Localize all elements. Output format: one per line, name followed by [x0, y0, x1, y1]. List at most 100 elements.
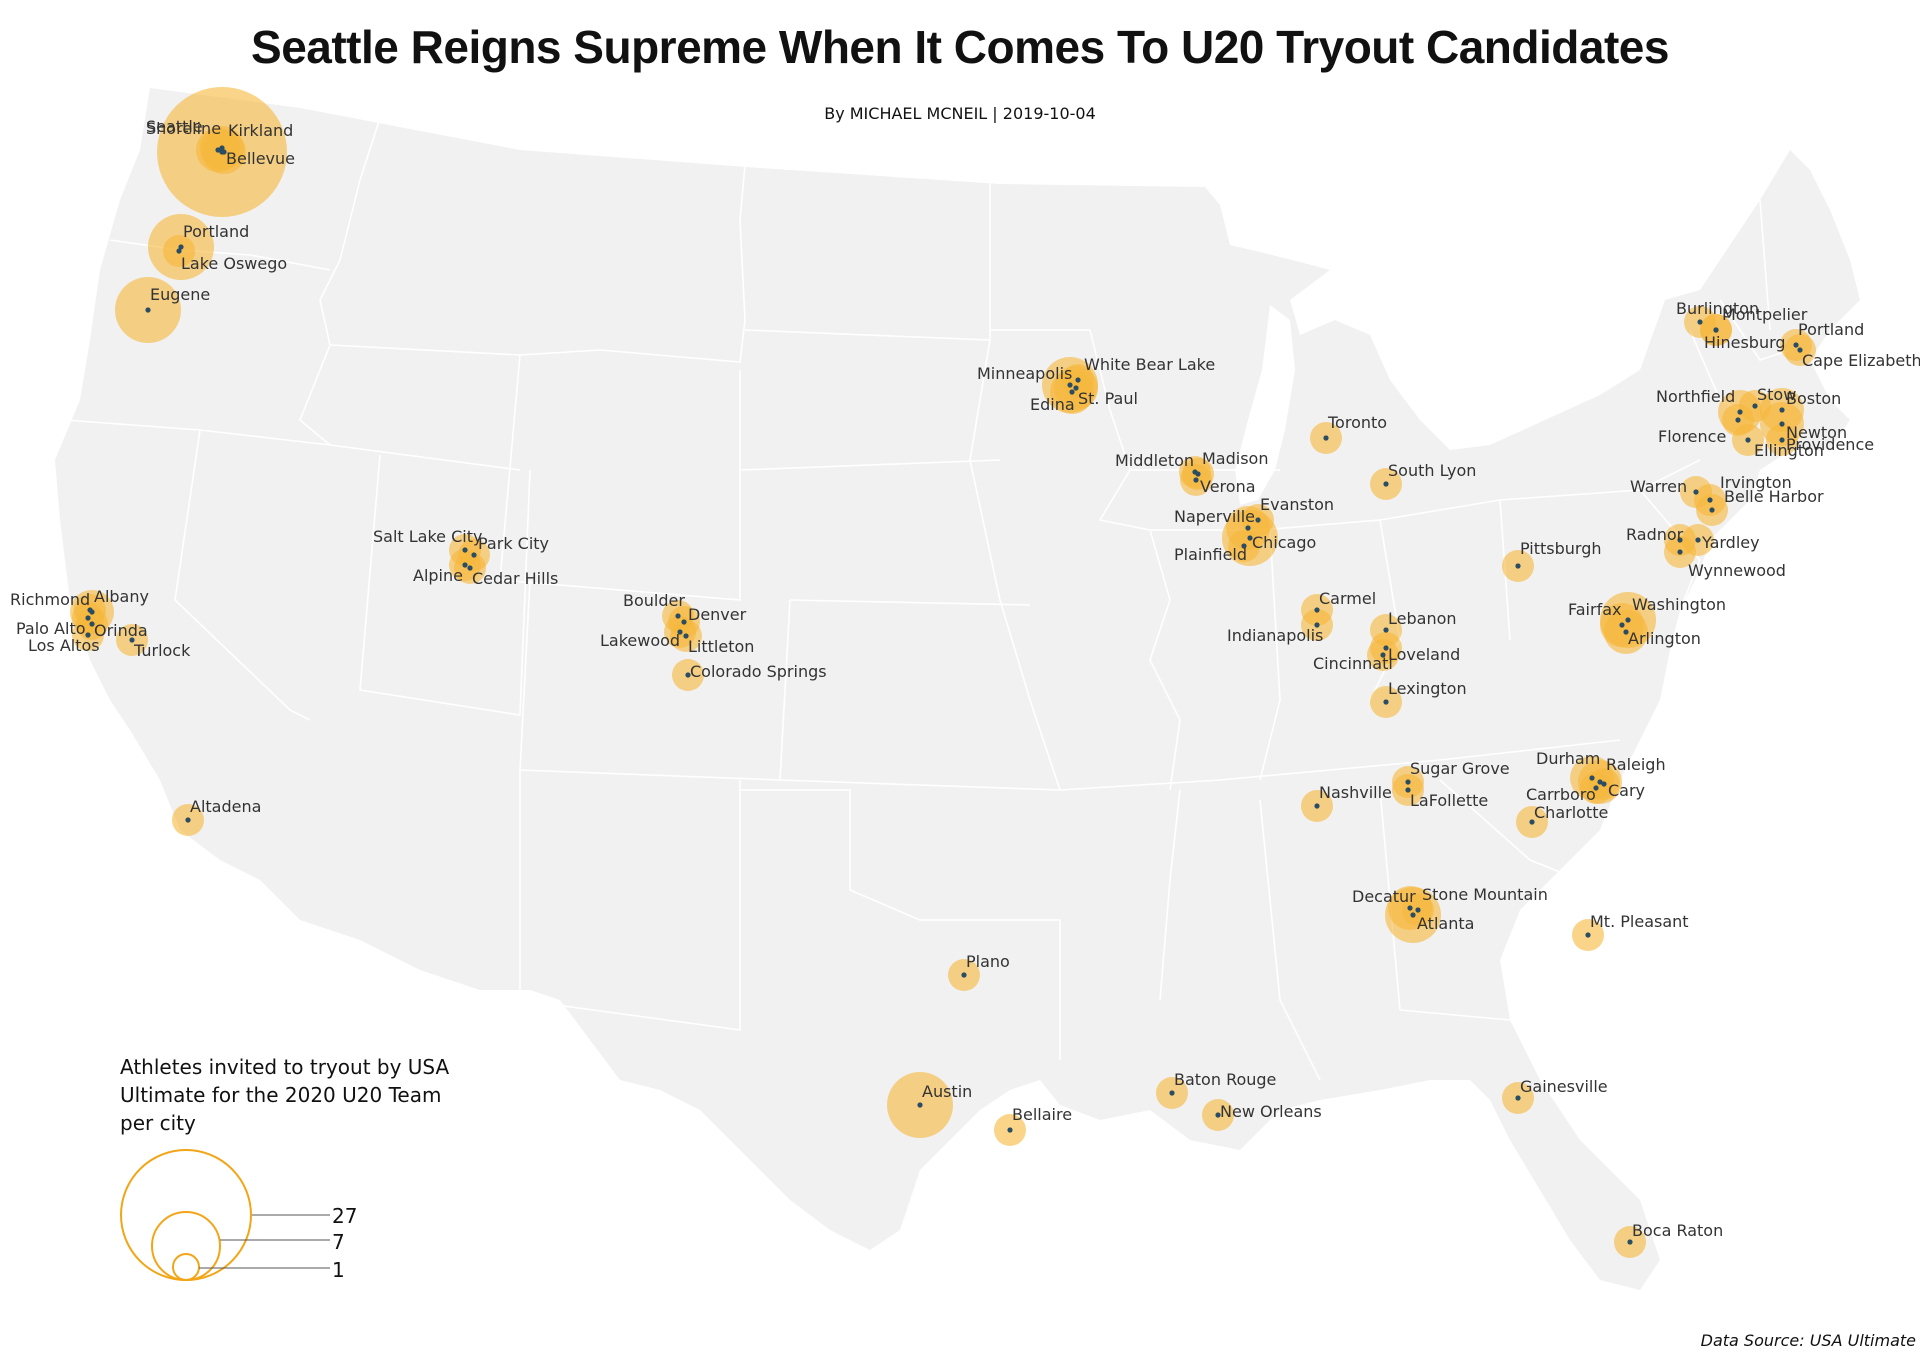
legend-value-7: 7	[332, 1230, 345, 1254]
label-atlanta-53: Atlanta	[1417, 914, 1474, 933]
label-ellington-82: Ellington	[1754, 441, 1824, 460]
label-lake-oswego-5: Lake Oswego	[181, 254, 287, 273]
label-eugene-6: Eugene	[150, 285, 210, 304]
dot-minneapolis-23	[1067, 382, 1073, 388]
dot-naperville-30	[1245, 525, 1251, 531]
dot-lakewood-20	[677, 629, 683, 635]
label-plainfield-33: Plainfield	[1174, 545, 1247, 564]
dot-atlanta-53	[1410, 912, 1416, 918]
label-lafollette-45: LaFollette	[1410, 791, 1488, 810]
dot-bellevue-3	[221, 149, 227, 155]
border-plains-east	[969, 180, 1061, 791]
label-altadena-13: Altadena	[190, 797, 261, 816]
dot-layer	[85, 145, 1803, 1245]
dot-lexington-41	[1383, 699, 1389, 705]
dot-south-lyon-35	[1383, 481, 1389, 487]
label-lakewood-20: Lakewood	[600, 631, 680, 650]
dot-los-altos-11	[85, 632, 91, 638]
dot-indianapolis-37	[1314, 622, 1320, 628]
label-turlock-12: Turlock	[133, 641, 191, 660]
label-yardley-66: Yardley	[1701, 533, 1760, 552]
dot-boca-raton-61	[1627, 1239, 1633, 1245]
label-irvington-70: Irvington	[1720, 473, 1792, 492]
label-lebanon-38: Lebanon	[1388, 609, 1457, 628]
label-raleigh-47: Raleigh	[1606, 755, 1666, 774]
dot-florence-79	[1735, 417, 1741, 423]
label-cedar-hills-17: Cedar Hills	[472, 569, 558, 588]
label-pittsburgh-42: Pittsburgh	[1520, 539, 1602, 558]
label-montpelier-72: Montpelier	[1722, 305, 1808, 324]
border-mn-wi-ia	[990, 329, 1181, 791]
dot-carmel-36	[1314, 607, 1320, 613]
label-edina-25: Edina	[1030, 395, 1075, 414]
dot-mt-pleasant-54	[1585, 932, 1591, 938]
label-kirkland-2: Kirkland	[228, 121, 293, 140]
dot-sugar-grove-44	[1405, 779, 1411, 785]
dot-alpine-16	[462, 562, 468, 568]
dot-cedar-hills-17	[467, 565, 473, 571]
dot-arlington-64	[1623, 629, 1629, 635]
dot-portland-74	[1793, 342, 1799, 348]
label-plano-55: Plano	[966, 952, 1010, 971]
label-nashville-43: Nashville	[1319, 783, 1392, 802]
data-source: Data Source: USA Ultimate	[1700, 1331, 1916, 1350]
dot-burlington-71	[1697, 319, 1703, 325]
label-park-city-15: Park City	[478, 534, 549, 553]
dot-evanston-31	[1255, 517, 1261, 523]
border-oklahoma-texas	[740, 789, 1061, 1060]
dot-denver-19	[681, 619, 687, 625]
label-cary-49: Cary	[1608, 781, 1645, 800]
dot-salt-lake-city-14	[462, 547, 468, 553]
dot-edina-25	[1069, 389, 1075, 395]
legend-circle-1	[172, 1253, 200, 1281]
label-madison-28: Madison	[1202, 449, 1268, 468]
dot-littleton-21	[683, 633, 689, 639]
dot-portland-4	[178, 244, 184, 250]
label-northfield-76: Northfield	[1656, 387, 1735, 406]
legend-symbol: 27 7 1	[120, 1149, 357, 1282]
dot-park-city-15	[471, 552, 477, 558]
dot-decatur-51	[1407, 905, 1413, 911]
dot-lake-oswego-5	[176, 248, 182, 254]
dot-warren-68	[1693, 489, 1699, 495]
label-denver-19: Denver	[688, 605, 747, 624]
label-alpine-16: Alpine	[413, 566, 463, 585]
dot-chicago-32	[1247, 535, 1253, 541]
label-baton-rouge-58: Baton Rouge	[1174, 1070, 1276, 1089]
label-providence-81: Providence	[1786, 435, 1874, 454]
label-albany-8: Albany	[94, 587, 149, 606]
dot-providence-81	[1779, 437, 1785, 443]
dot-madison-28	[1195, 471, 1201, 477]
label-charlotte-50: Charlotte	[1534, 803, 1608, 822]
label-white-bear-lake-24: White Bear Lake	[1084, 355, 1215, 374]
dot-boston-78	[1779, 407, 1785, 413]
us-land	[55, 88, 1860, 1290]
label-carrboro-48: Carrboro	[1526, 785, 1596, 804]
label-gainesville-60: Gainesville	[1520, 1077, 1608, 1096]
label-colorado-springs-22: Colorado Springs	[690, 662, 827, 681]
dot-cincinnati-40	[1380, 652, 1386, 658]
label-wynnewood-67: Wynnewood	[1688, 561, 1786, 580]
dot-yardley-66	[1695, 537, 1701, 543]
dot-austin-56	[917, 1102, 923, 1108]
label-lexington-41: Lexington	[1388, 679, 1467, 698]
dot-lebanon-38	[1383, 627, 1389, 633]
dot-cape-elizabeth-75	[1797, 347, 1803, 353]
label-radnor-65: Radnor	[1626, 525, 1684, 544]
legend-value-1: 1	[332, 1258, 345, 1282]
label-middleton-27: Middleton	[1115, 451, 1194, 470]
dot-plainfield-33	[1241, 543, 1247, 549]
label-warren-68: Warren	[1630, 477, 1687, 496]
dot-orinda-10	[89, 621, 95, 627]
dot-verona-29	[1193, 477, 1199, 483]
label-littleton-21: Littleton	[688, 637, 754, 656]
border-nd-sd-ne-ks	[739, 329, 1061, 791]
label-toronto-34: Toronto	[1327, 413, 1387, 432]
dot-baton-rouge-58	[1169, 1090, 1175, 1096]
label-carmel-36: Carmel	[1319, 589, 1376, 608]
dot-turlock-12	[129, 637, 135, 643]
dot-stone-mountain-52	[1415, 907, 1421, 913]
label-cincinnati-40: Cincinnati	[1313, 654, 1393, 673]
border-nevada	[174, 429, 311, 721]
